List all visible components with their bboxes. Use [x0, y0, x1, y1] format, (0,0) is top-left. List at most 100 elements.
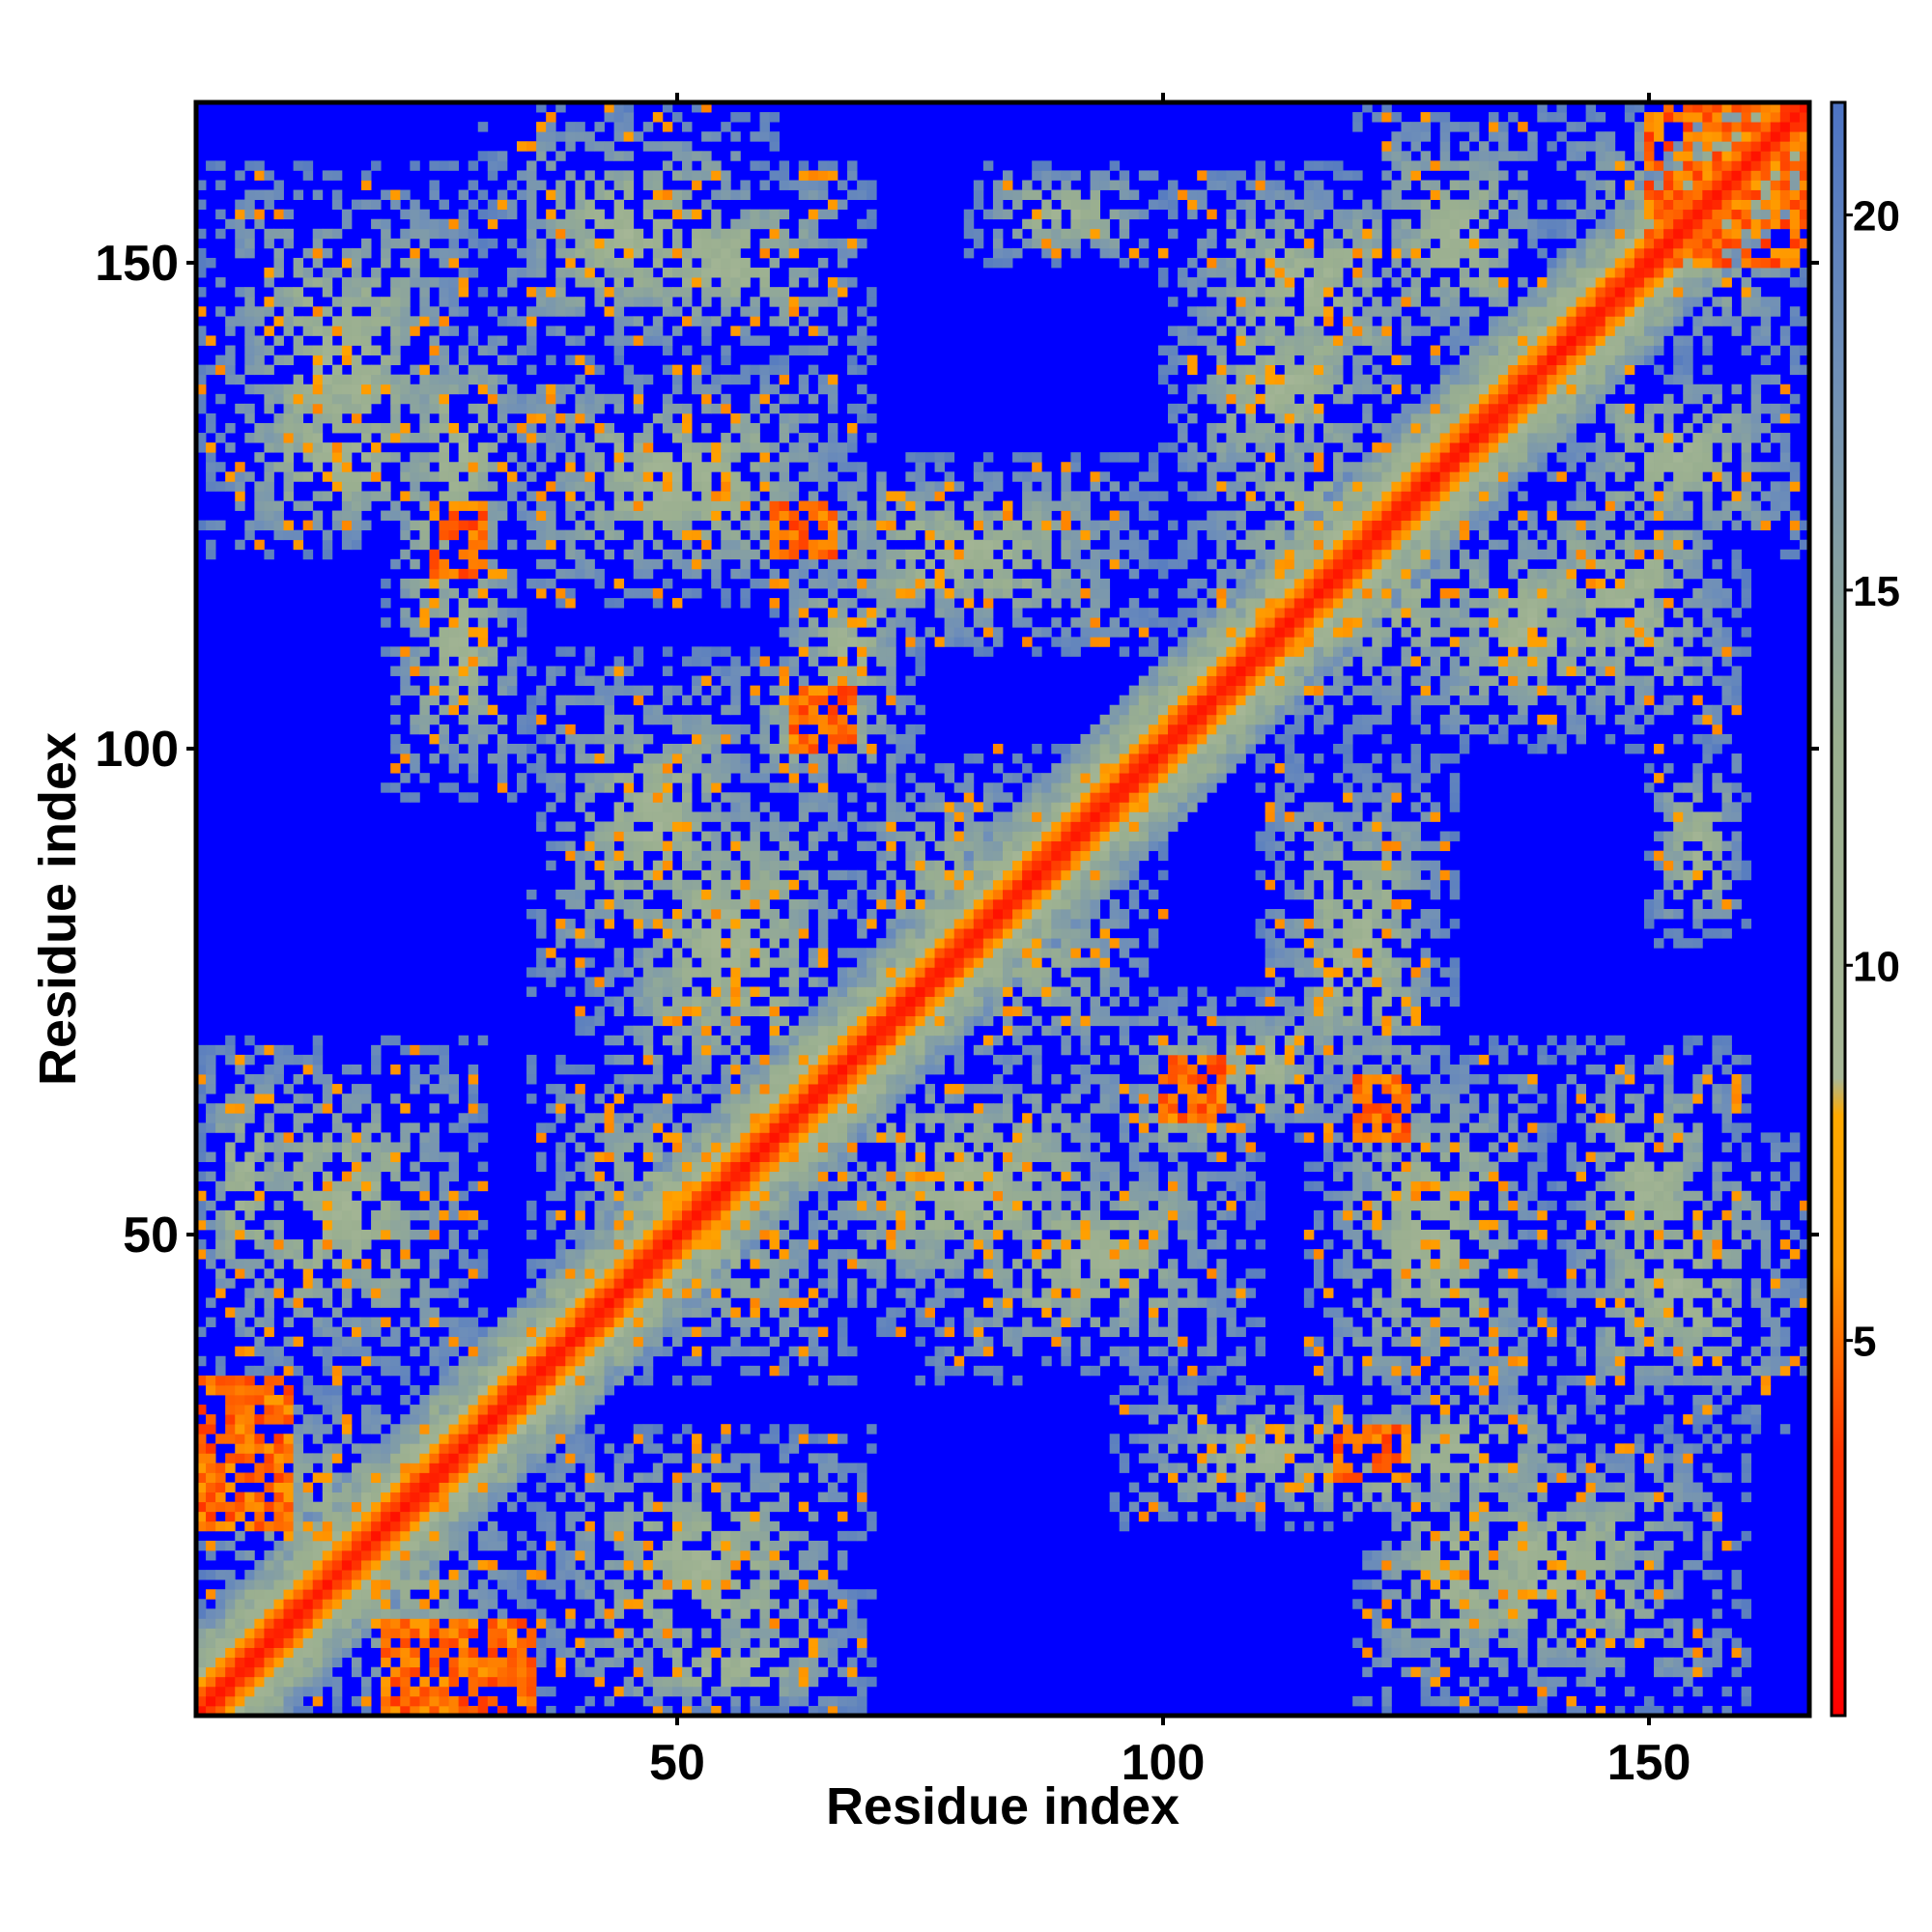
heatmap-cell: [283, 520, 294, 531]
heatmap-cell: [682, 695, 693, 706]
heatmap-cell: [662, 268, 673, 278]
heatmap-cell: [565, 889, 576, 900]
heatmap-cell: [341, 1434, 353, 1444]
heatmap-cell: [516, 714, 527, 725]
heatmap-cell: [613, 335, 625, 346]
heatmap-cell: [497, 1608, 508, 1619]
heatmap-cell: [439, 1336, 449, 1348]
heatmap-cell: [565, 1132, 576, 1143]
heatmap-cell: [381, 1200, 391, 1211]
heatmap-cell: [536, 685, 547, 696]
heatmap-cell: [215, 1647, 226, 1659]
heatmap-cell: [235, 1103, 245, 1114]
heatmap-cell: [429, 1259, 440, 1269]
heatmap-cell: [302, 1453, 314, 1463]
heatmap-cell: [613, 656, 625, 667]
heatmap-cell: [225, 1414, 236, 1425]
heatmap-cell: [381, 1511, 391, 1522]
heatmap-cell: [351, 1463, 362, 1473]
heatmap-cell: [351, 1501, 362, 1513]
heatmap-cell: [594, 1006, 605, 1017]
heatmap-cell: [692, 1151, 702, 1162]
heatmap-cell: [594, 247, 605, 259]
heatmap-cell: [594, 821, 605, 832]
heatmap-cell: [361, 1511, 372, 1522]
heatmap-cell: [701, 491, 712, 501]
heatmap-cell: [740, 326, 751, 336]
heatmap-cell: [584, 1647, 595, 1659]
heatmap-cell: [613, 316, 625, 327]
heatmap-cell: [769, 1200, 781, 1211]
heatmap-cell: [613, 170, 625, 181]
heatmap-cell: [283, 1647, 294, 1659]
heatmap-cell: [769, 860, 781, 871]
heatmap-cell: [439, 1628, 449, 1638]
heatmap-cell: [293, 1190, 304, 1202]
heatmap-cell: [429, 733, 440, 745]
heatmap-cell: [254, 1395, 265, 1406]
heatmap-cell: [536, 1297, 547, 1308]
heatmap-cell: [381, 1705, 391, 1717]
heatmap-cell: [410, 403, 420, 414]
heatmap-cell: [604, 1278, 614, 1289]
heatmap-cell: [419, 1044, 430, 1056]
heatmap-cell: [371, 1161, 382, 1173]
heatmap-cell: [604, 773, 614, 783]
heatmap-cell: [526, 422, 537, 434]
heatmap-cell: [302, 1705, 314, 1717]
heatmap-cell: [575, 1355, 585, 1367]
heatmap-cell: [283, 1414, 294, 1425]
heatmap-cell: [400, 257, 411, 269]
heatmap-cell: [419, 1288, 430, 1298]
heatmap-cell: [662, 773, 673, 783]
heatmap-cell: [371, 277, 382, 288]
heatmap-cell: [721, 1424, 731, 1435]
heatmap-cell: [254, 1084, 265, 1094]
heatmap-cell: [682, 1686, 693, 1697]
heatmap-cell: [584, 1472, 595, 1483]
heatmap-cell: [633, 1540, 644, 1551]
heatmap-cell: [546, 1278, 556, 1289]
heatmap-cell: [682, 792, 693, 803]
heatmap-cell: [682, 1064, 693, 1075]
heatmap-cell: [711, 782, 722, 793]
heatmap-cell: [196, 268, 207, 278]
heatmap-cell: [652, 1113, 664, 1123]
heatmap-cell: [419, 539, 430, 551]
heatmap-cell: [206, 1113, 216, 1123]
heatmap-cell: [429, 374, 440, 385]
heatmap-cell: [322, 1249, 333, 1260]
heatmap-cell: [682, 209, 693, 220]
heatmap-cell: [613, 102, 625, 113]
heatmap-cell: [662, 422, 673, 434]
heatmap-cell: [730, 1549, 741, 1561]
heatmap-cell: [536, 1443, 547, 1454]
heatmap-cell: [671, 1278, 683, 1289]
heatmap-cell: [341, 393, 353, 405]
heatmap-cell: [419, 287, 430, 298]
heatmap-cell: [730, 442, 741, 453]
heatmap-cell: [692, 529, 702, 541]
heatmap-cell: [419, 393, 430, 405]
heatmap-cell: [361, 1317, 372, 1327]
heatmap-cell: [633, 1560, 644, 1571]
heatmap-cell: [555, 919, 566, 929]
heatmap-cell: [196, 1666, 207, 1678]
heatmap-cell: [225, 1520, 236, 1532]
heatmap-cell: [711, 1589, 722, 1600]
heatmap-cell: [331, 1346, 343, 1357]
heatmap-cell: [419, 1395, 430, 1406]
heatmap-cell: [526, 393, 537, 405]
heatmap-cell: [584, 792, 595, 803]
heatmap-cell: [671, 743, 683, 754]
heatmap-cell: [769, 364, 781, 376]
heatmap-cell: [283, 306, 294, 317]
heatmap-cell: [322, 247, 333, 259]
heatmap-cell: [487, 393, 498, 405]
heatmap-cell: [273, 1463, 284, 1473]
heatmap-cell: [642, 122, 654, 132]
heatmap-cell: [244, 1103, 255, 1114]
heatmap-cell: [225, 1434, 236, 1444]
heatmap-cell: [721, 1628, 731, 1638]
heatmap-cell: [721, 938, 731, 949]
